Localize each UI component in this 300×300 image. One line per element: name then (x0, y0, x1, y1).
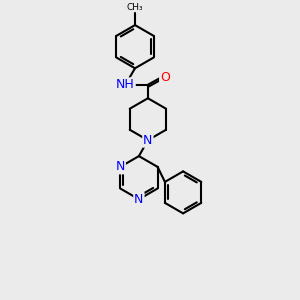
Text: NH: NH (116, 78, 135, 91)
Text: N: N (134, 193, 144, 206)
Text: O: O (160, 71, 170, 84)
Text: CH₃: CH₃ (127, 3, 143, 12)
Text: N: N (116, 160, 125, 173)
Text: N: N (143, 134, 153, 147)
